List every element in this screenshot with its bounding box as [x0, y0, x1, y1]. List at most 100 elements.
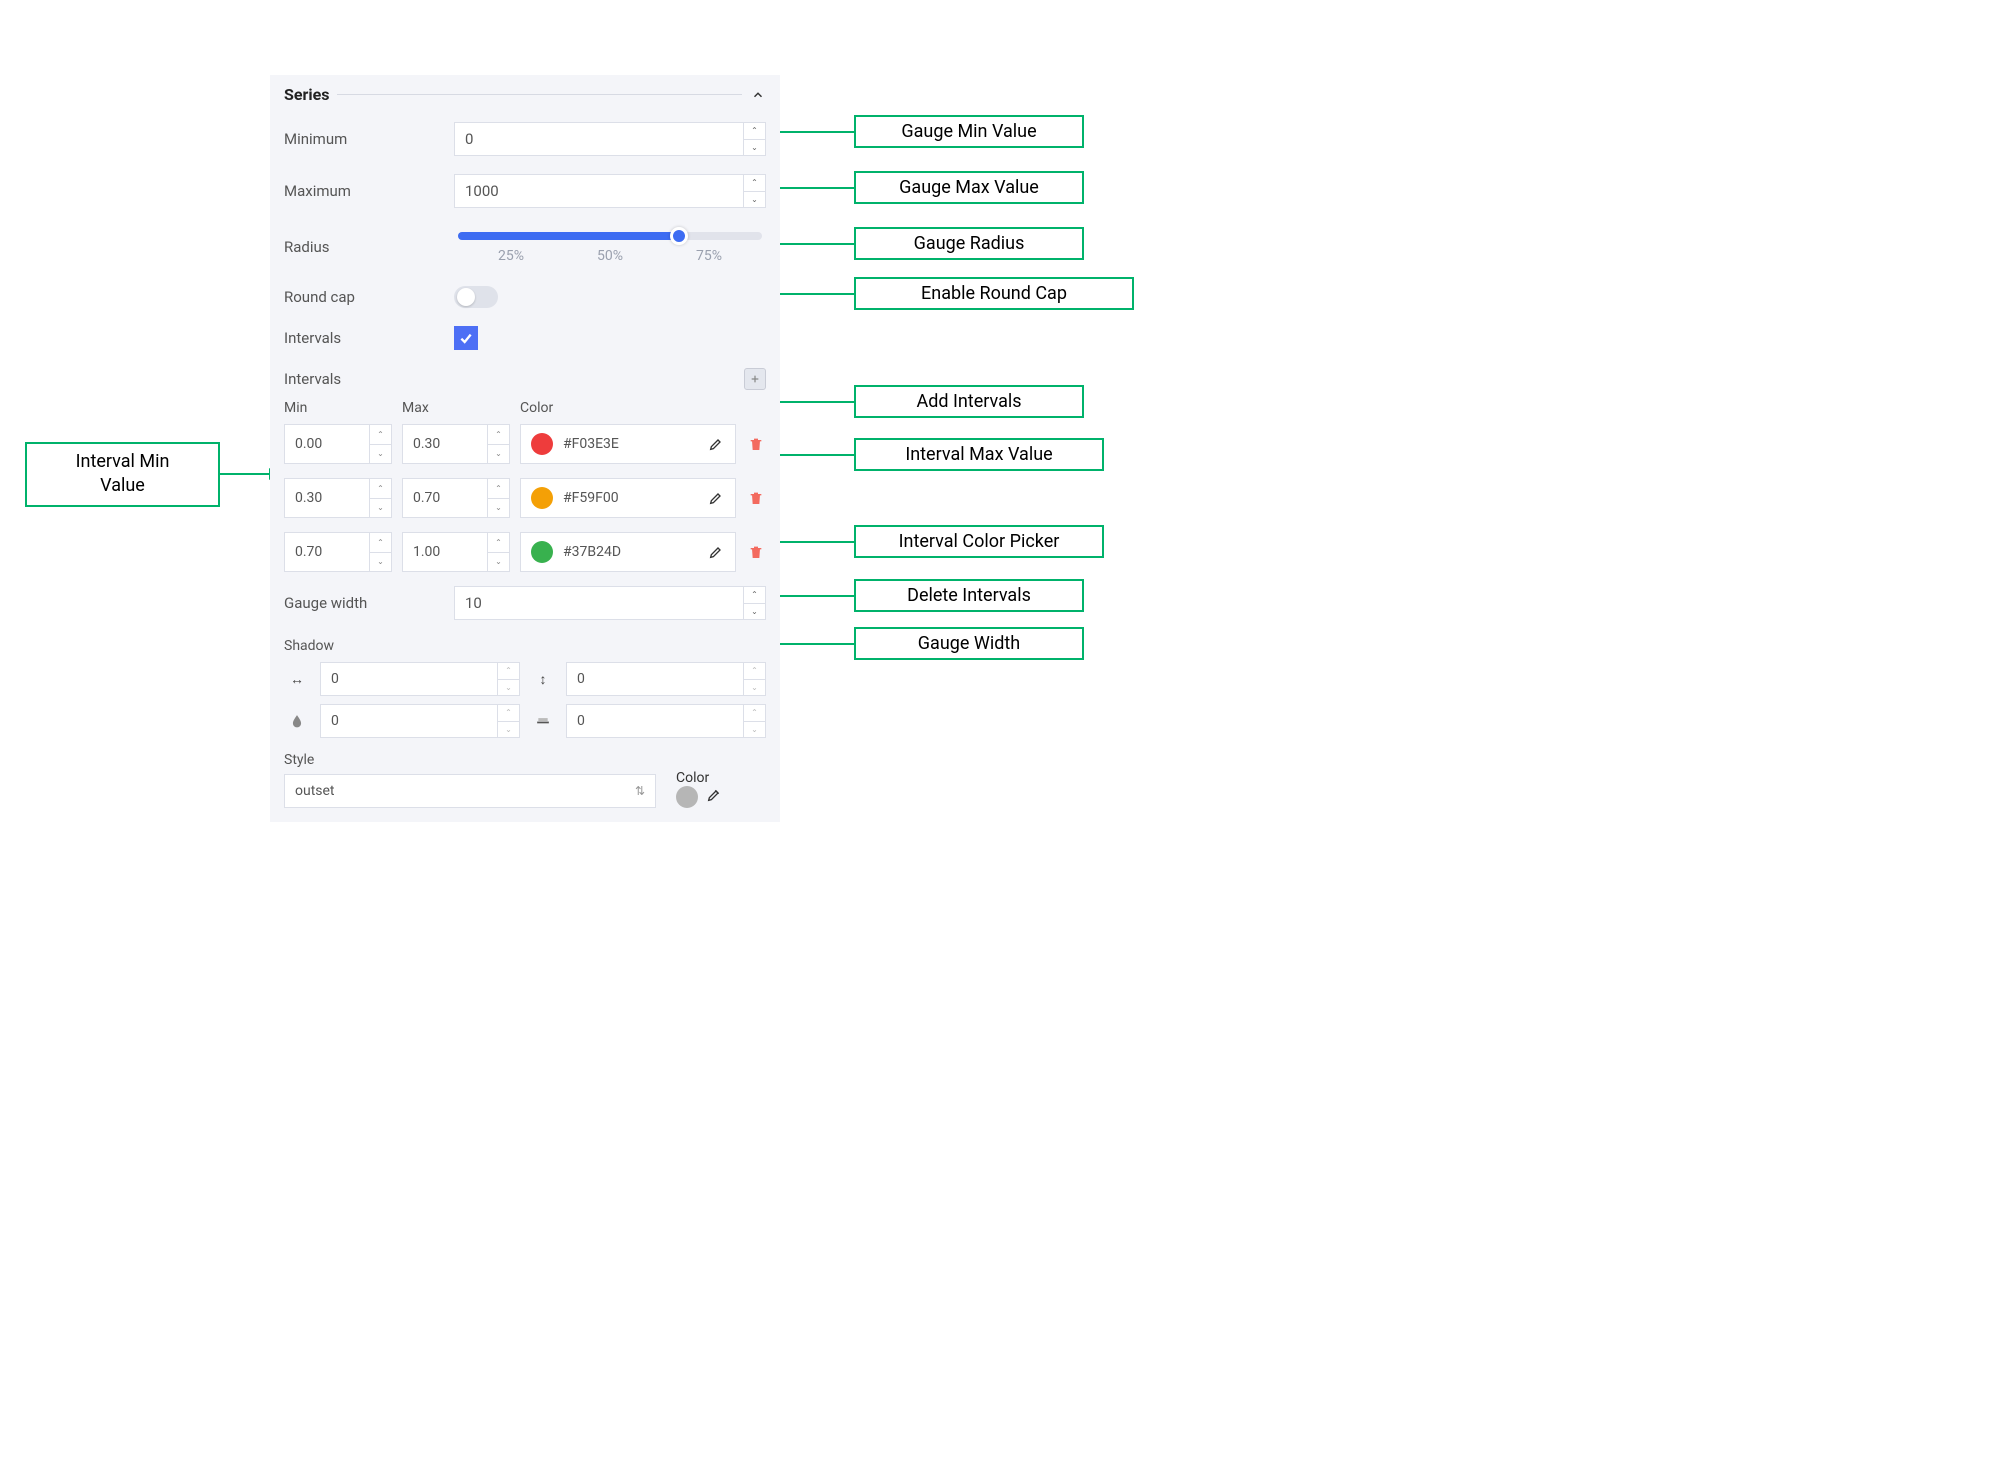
- slider-thumb[interactable]: [670, 227, 688, 245]
- trash-icon[interactable]: [746, 486, 766, 510]
- pencil-icon[interactable]: [707, 489, 725, 507]
- gauge-width-label: Gauge width: [284, 594, 454, 612]
- radius-label: Radius: [284, 238, 454, 256]
- callout-round-cap: Enable Round Cap: [854, 277, 1134, 310]
- interval-min-value: 0.30: [285, 479, 369, 517]
- roundcap-toggle[interactable]: [454, 286, 498, 308]
- chevron-up-icon[interactable]: ⌃: [744, 123, 765, 140]
- minimum-input[interactable]: 0 ⌃ ⌄: [454, 122, 766, 156]
- spread-icon: [530, 704, 556, 738]
- interval-color-field[interactable]: #37B24D: [520, 532, 736, 572]
- interval-color-field[interactable]: #F03E3E: [520, 424, 736, 464]
- pencil-icon[interactable]: [707, 543, 725, 561]
- arrow-horizontal-icon: ↔: [284, 662, 310, 696]
- chevron-down-icon[interactable]: ⌄: [744, 722, 765, 738]
- shadow-blur-value: 0: [321, 705, 497, 737]
- interval-min-spinner[interactable]: ⌃⌄: [369, 425, 391, 463]
- interval-headers: Min Max Color: [284, 400, 766, 416]
- chevron-down-icon[interactable]: ⌄: [488, 445, 509, 464]
- chevron-down-icon[interactable]: ⌄: [744, 680, 765, 696]
- callout-interval-max: Interval Max Value: [854, 438, 1104, 471]
- chevron-up-icon[interactable]: ⌃: [488, 533, 509, 553]
- interval-min-input[interactable]: 0.00⌃⌄: [284, 424, 392, 464]
- chevron-up-icon[interactable]: ⌃: [370, 425, 391, 445]
- chevron-up-icon[interactable]: ⌃: [744, 587, 765, 604]
- intervals-checkbox[interactable]: [454, 326, 478, 350]
- minimum-label: Minimum: [284, 130, 454, 148]
- interval-color-field[interactable]: #F59F00: [520, 478, 736, 518]
- pencil-icon[interactable]: [707, 435, 725, 453]
- slider-tick: 75%: [696, 248, 722, 264]
- chevron-down-icon[interactable]: ⌄: [370, 445, 391, 464]
- shadow-x-input[interactable]: 0 ⌃⌄: [320, 662, 520, 696]
- interval-max-spinner[interactable]: ⌃⌄: [487, 479, 509, 517]
- chevron-up-icon[interactable]: ⌃: [498, 705, 519, 722]
- chevron-down-icon[interactable]: ⌄: [744, 604, 765, 620]
- arrow-vertical-icon: ↕: [530, 662, 556, 696]
- roundcap-label: Round cap: [284, 288, 454, 306]
- maximum-input[interactable]: 1000 ⌃ ⌄: [454, 174, 766, 208]
- trash-icon[interactable]: [746, 432, 766, 456]
- interval-min-spinner[interactable]: ⌃⌄: [369, 533, 391, 571]
- callout-delete-intervals: Delete Intervals: [854, 579, 1084, 612]
- interval-max-spinner[interactable]: ⌃⌄: [487, 425, 509, 463]
- interval-max-input[interactable]: 0.70⌃⌄: [402, 478, 510, 518]
- chevron-down-icon[interactable]: ⌄: [498, 722, 519, 738]
- interval-min-input[interactable]: 0.70⌃⌄: [284, 532, 392, 572]
- chevron-down-icon[interactable]: ⌄: [498, 680, 519, 696]
- maximum-spinner[interactable]: ⌃ ⌄: [743, 175, 765, 207]
- chevron-up-icon[interactable]: ⌃: [744, 705, 765, 722]
- gauge-width-spinner[interactable]: ⌃ ⌄: [743, 587, 765, 619]
- chevron-up-icon[interactable]: ⌃: [488, 479, 509, 499]
- interval-header-min: Min: [284, 400, 392, 416]
- minimum-spinner[interactable]: ⌃ ⌄: [743, 123, 765, 155]
- style-value: outset: [295, 783, 335, 799]
- add-interval-button[interactable]: [744, 368, 766, 390]
- interval-max-spinner[interactable]: ⌃⌄: [487, 533, 509, 571]
- gauge-width-input[interactable]: 10 ⌃ ⌄: [454, 586, 766, 620]
- toggle-knob: [457, 288, 475, 306]
- chevron-up-icon[interactable]: ⌃: [370, 533, 391, 553]
- callout-add-intervals: Add Intervals: [854, 385, 1084, 418]
- gauge-width-value: 10: [455, 587, 743, 619]
- section-header[interactable]: Series: [284, 85, 766, 104]
- chevron-up-icon[interactable]: ⌃: [744, 663, 765, 680]
- chevron-down-icon[interactable]: ⌄: [370, 499, 391, 518]
- slider-tick: 50%: [597, 248, 623, 264]
- callout-interval-min-line1: Interval Min: [37, 450, 208, 474]
- interval-min-spinner[interactable]: ⌃⌄: [369, 479, 391, 517]
- interval-max-value: 0.30: [403, 425, 487, 463]
- shadow-y-input[interactable]: 0 ⌃⌄: [566, 662, 766, 696]
- interval-max-input[interactable]: 0.30⌃⌄: [402, 424, 510, 464]
- series-panel: Series Minimum 0 ⌃ ⌄ Maximum 1000 ⌃ ⌄ Ra…: [270, 75, 780, 822]
- chevron-down-icon[interactable]: ⌄: [488, 553, 509, 572]
- shadow-grid: ↔ 0 ⌃⌄ ↕ 0 ⌃⌄ 0 ⌃⌄ 0 ⌃⌄: [284, 662, 766, 738]
- chevron-up-icon[interactable]: ⌃: [498, 663, 519, 680]
- style-color-swatch[interactable]: [676, 786, 698, 808]
- interval-row: 0.00⌃⌄0.30⌃⌄#F03E3E: [284, 424, 766, 464]
- chevron-up-icon[interactable]: ⌃: [744, 175, 765, 192]
- intervals-add-label: Intervals: [284, 370, 454, 388]
- slider-tick: 25%: [498, 248, 524, 264]
- radius-slider[interactable]: 25% 50% 75%: [454, 226, 766, 268]
- chevron-down-icon[interactable]: ⌄: [370, 553, 391, 572]
- trash-icon[interactable]: [746, 540, 766, 564]
- interval-min-value: 0.70: [285, 533, 369, 571]
- style-select[interactable]: outset ⇅: [284, 774, 656, 808]
- color-swatch: [531, 433, 553, 455]
- shadow-blur-input[interactable]: 0 ⌃⌄: [320, 704, 520, 738]
- chevron-down-icon[interactable]: ⌄: [488, 499, 509, 518]
- color-label: Color: [676, 770, 766, 786]
- shadow-x-value: 0: [321, 663, 497, 695]
- interval-min-input[interactable]: 0.30⌃⌄: [284, 478, 392, 518]
- chevron-up-icon[interactable]: ⌃: [488, 425, 509, 445]
- interval-max-input[interactable]: 1.00⌃⌄: [402, 532, 510, 572]
- shadow-spread-input[interactable]: 0 ⌃⌄: [566, 704, 766, 738]
- chevron-down-icon[interactable]: ⌄: [744, 192, 765, 208]
- shadow-spread-value: 0: [567, 705, 743, 737]
- interval-row: 0.70⌃⌄1.00⌃⌄#37B24D: [284, 532, 766, 572]
- chevron-down-icon[interactable]: ⌄: [744, 140, 765, 156]
- eyedropper-icon[interactable]: [706, 787, 722, 807]
- chevron-up-icon[interactable]: ⌃: [370, 479, 391, 499]
- chevron-up-icon[interactable]: [750, 87, 766, 103]
